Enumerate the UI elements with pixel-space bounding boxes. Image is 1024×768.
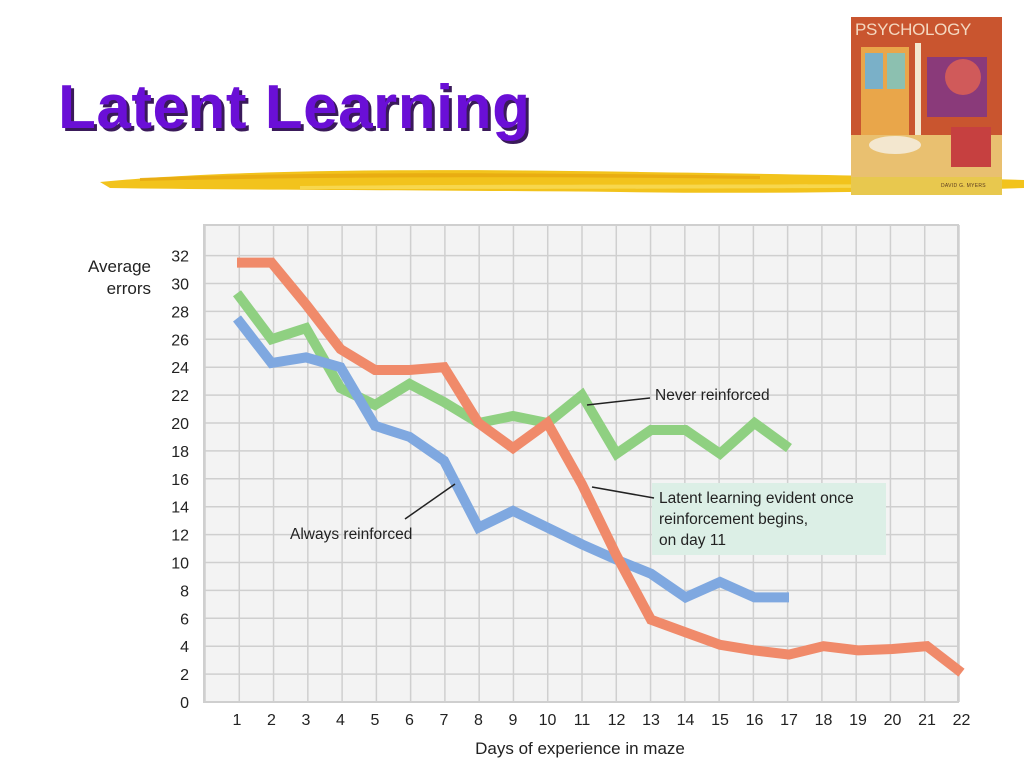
x-tick-label: 13: [642, 712, 660, 729]
chart-annotations: Never reinforced Always reinforced Laten…: [290, 387, 886, 555]
x-tick-label: 2: [267, 712, 276, 729]
x-tick-label: 20: [884, 712, 902, 729]
x-tick-label: 18: [815, 712, 833, 729]
x-axis-ticks: 1 2 3 4 5 6 7 8 9 10 11 12 13 14 15 16 17 18 19 20 21 22: [233, 712, 971, 729]
chart-grid: [204, 225, 960, 703]
book-cover-image: PSYCHOLOGY DAVID G. MYERS: [851, 17, 1002, 195]
y-tick-label: 8: [180, 583, 189, 600]
y-tick-label: 16: [171, 472, 189, 489]
y-tick-label: 32: [171, 249, 189, 266]
y-tick-label: 26: [171, 332, 189, 349]
brush-stroke-divider: [100, 170, 1024, 193]
x-tick-label: 12: [608, 712, 626, 729]
y-tick-label: 10: [171, 556, 189, 573]
x-tick-label: 1: [233, 712, 242, 729]
y-tick-label: 30: [171, 277, 189, 294]
y-tick-label: 2: [180, 667, 189, 684]
x-tick-label: 16: [746, 712, 764, 729]
x-tick-label: 10: [539, 712, 557, 729]
series-lines: [233, 257, 965, 677]
latent-callout-box: [652, 483, 886, 555]
series-line-latent-learning: [237, 257, 965, 677]
y-axis-label-line-1: Average: [88, 257, 151, 276]
x-tick-label: 4: [336, 712, 345, 729]
latent-callout-line-3: on day 11: [659, 532, 726, 549]
y-tick-label: 4: [180, 639, 189, 656]
y-tick-label: 20: [171, 416, 189, 433]
x-tick-label: 19: [849, 712, 867, 729]
never-reinforced-label: Never reinforced: [655, 387, 770, 404]
y-tick-label: 28: [171, 304, 189, 321]
slide-title: Latent Learning: [58, 73, 531, 142]
plot-background: [203, 224, 959, 703]
always-reinforced-leader: [404, 483, 456, 520]
y-tick-label: 12: [171, 528, 189, 545]
x-tick-label: 3: [302, 712, 311, 729]
book-cover-author: DAVID G. MYERS: [941, 183, 986, 189]
x-tick-label: 22: [953, 712, 971, 729]
latent-learning-leader: [591, 486, 655, 499]
y-axis-label-line-2: errors: [107, 279, 151, 298]
y-tick-label: 18: [171, 444, 189, 461]
y-tick-label: 24: [171, 360, 189, 377]
x-tick-label: 11: [574, 712, 591, 729]
x-tick-label: 7: [440, 712, 449, 729]
book-cover-title: PSYCHOLOGY: [855, 20, 972, 39]
x-tick-label: 15: [711, 712, 729, 729]
x-tick-label: 9: [509, 712, 518, 729]
y-tick-label: 6: [180, 611, 189, 628]
x-tick-label: 14: [677, 712, 695, 729]
x-tick-label: 5: [371, 712, 380, 729]
always-reinforced-label: Always reinforced: [290, 526, 412, 543]
x-axis-label: Days of experience in maze: [475, 739, 685, 758]
never-reinforced-leader: [586, 397, 651, 406]
x-tick-label: 8: [474, 712, 483, 729]
x-tick-label: 17: [780, 712, 798, 729]
x-tick-label: 21: [918, 712, 936, 729]
y-tick-label: 22: [171, 388, 189, 405]
latent-callout-line-1: Latent learning evident once: [659, 490, 854, 507]
y-tick-label: 14: [171, 500, 189, 517]
series-line-always-reinforced: [233, 315, 789, 604]
y-tick-label: 0: [180, 695, 189, 712]
x-tick-label: 6: [405, 712, 414, 729]
latent-callout-line-2: reinforcement begins,: [659, 511, 808, 528]
